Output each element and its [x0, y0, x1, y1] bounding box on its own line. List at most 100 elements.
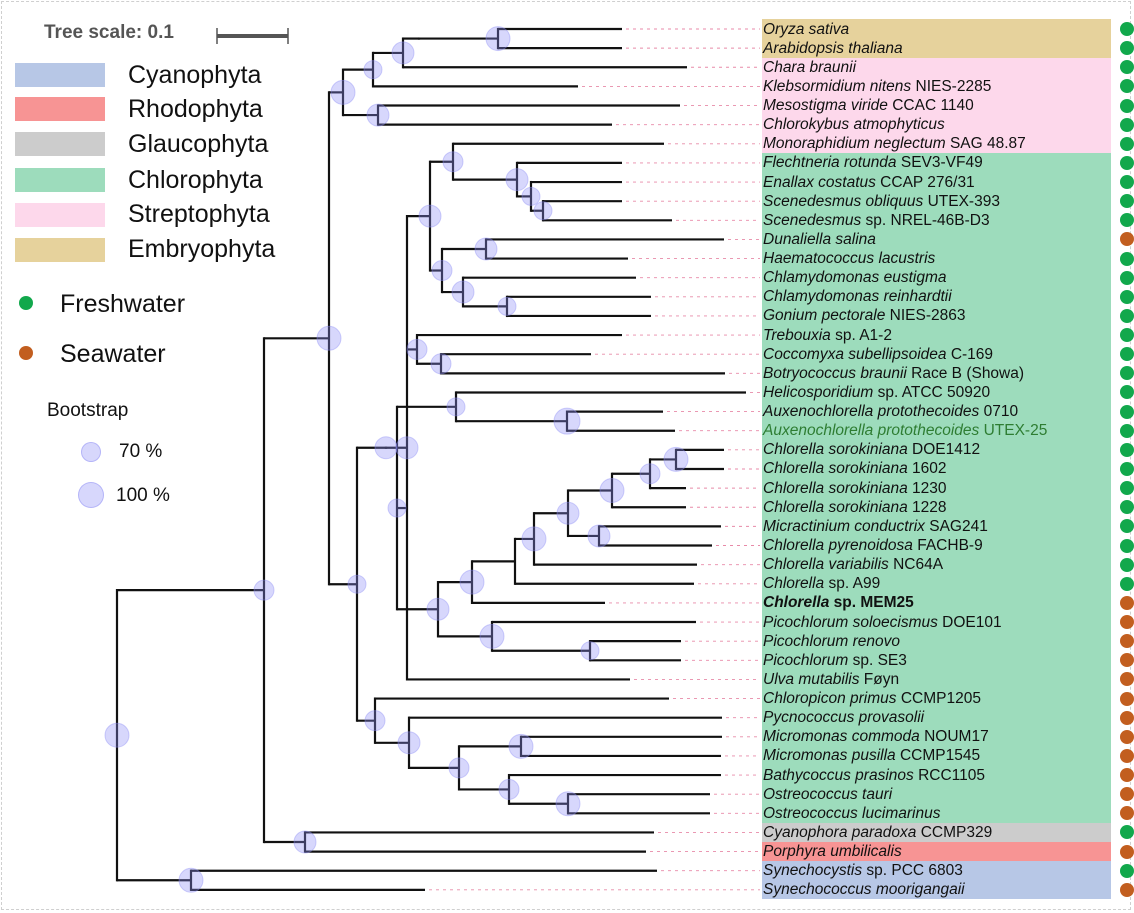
freshwater-dot-icon: [1120, 175, 1134, 190]
bootstrap-circle-icon: [508, 733, 534, 759]
legend-swatch-chlorophyta: [15, 168, 105, 192]
taxon-label: Chlorella sorokiniana 1602: [763, 459, 947, 478]
bootstrap-100-circle-icon: [78, 482, 104, 508]
taxon-genus: Synechococcus moorigangaii: [763, 881, 965, 899]
taxon-label: Flechtneria rotunda SEV3-VF49: [763, 153, 983, 172]
legend-label-seawater: Seawater: [60, 340, 166, 368]
freshwater-dot-icon: [1120, 213, 1134, 228]
legend-swatch-glaucophyta: [15, 132, 105, 156]
bootstrap-circle-icon: [446, 397, 466, 417]
taxon-genus: Botryococcus braunii: [763, 364, 907, 382]
bootstrap-title: Bootstrap: [47, 400, 129, 421]
band-chlorophyta: [762, 153, 1111, 823]
bootstrap-markers: [104, 26, 689, 893]
taxon-strain: Race B (Showa): [906, 364, 1025, 382]
taxon-genus: Chloropicon primus: [763, 690, 897, 708]
taxon-label: Bathycoccus prasinos RCC1105: [763, 766, 985, 785]
bootstrap-circle-icon: [553, 407, 581, 435]
legend-label-streptophyta: Streptophyta: [128, 200, 270, 228]
seawater-dot-icon: [1120, 691, 1134, 706]
taxon-label: Dunaliella salina: [763, 230, 876, 249]
taxon-genus: Auxenochlorella protothecoides: [763, 422, 980, 440]
taxon-genus: Scenedesmus: [763, 211, 862, 229]
taxon-strain: CCAP 276/31: [875, 173, 975, 191]
freshwater-dot-icon: [1120, 538, 1134, 553]
seawater-dot-icon: [1120, 844, 1134, 859]
bootstrap-circle-icon: [505, 168, 529, 192]
seawater-dot-icon: [1120, 672, 1134, 687]
taxon-genus: Chlamydomonas eustigma: [763, 269, 947, 287]
taxon-strain: sp. A99: [824, 575, 881, 593]
bootstrap-circle-icon: [430, 353, 452, 375]
taxon-genus: Chlorella sorokiniana: [763, 441, 908, 459]
taxon-genus: Chlorella variabilis: [763, 556, 889, 574]
bootstrap-circle-icon: [459, 569, 485, 595]
taxon-genus: Chlorella: [763, 594, 830, 612]
taxon-label: Cyanophora paradoxa CCMP329: [763, 823, 992, 842]
taxon-genus: Coccomyxa subellipsoidea: [763, 345, 947, 363]
taxon-label: Chlamydomonas reinhardtii: [763, 287, 952, 306]
legend-swatch-streptophyta: [15, 203, 105, 227]
taxon-genus: Enallax costatus: [763, 173, 876, 191]
taxon-label: Ulva mutabilis Føyn: [763, 670, 899, 689]
taxon-strain: 1228: [907, 498, 947, 516]
band-rhodophyta: [762, 842, 1111, 862]
freshwater-dot-icon: [1120, 863, 1134, 878]
taxon-strain: 1602: [907, 460, 947, 478]
taxon-strain: NC64A: [888, 556, 944, 574]
taxon-genus: Chlorella sorokiniana: [763, 460, 908, 478]
taxon-genus: Dunaliella salina: [763, 230, 876, 248]
freshwater-dot-icon: [1120, 576, 1134, 591]
bootstrap-circle-icon: [451, 280, 475, 304]
taxon-label: Chlorokybus atmophyticus: [763, 115, 945, 134]
taxon-label: Chlorella sorokiniana 1230: [763, 479, 947, 498]
bootstrap-circle-icon: [397, 731, 421, 755]
taxon-label: Ostreococcus lucimarinus: [763, 804, 940, 823]
taxon-label: Chlorella sp. MEM25: [763, 593, 914, 612]
bootstrap-100-label: 100 %: [116, 485, 170, 506]
taxon-strain: 1230: [907, 479, 947, 497]
freshwater-dot-icon: [1120, 60, 1134, 75]
freshwater-dot-icon: [1120, 98, 1134, 113]
band-streptophyta: [762, 57, 1111, 154]
seawater-dot-icon: [1120, 882, 1134, 897]
bootstrap-circle-icon: [521, 526, 547, 552]
taxon-label: Monoraphidium neglectum SAG 48.87: [763, 134, 1026, 153]
taxon-label: Porphyra umbilicalis: [763, 842, 902, 861]
seawater-dot-icon: [1120, 787, 1134, 802]
taxon-genus: Ostreococcus tauri: [763, 785, 893, 803]
taxon-strain: CCAC 1140: [887, 97, 974, 115]
taxon-label: Enallax costatus CCAP 276/31: [763, 173, 975, 192]
taxon-genus: Chlamydomonas reinhardtii: [763, 288, 952, 306]
bootstrap-circle-icon: [533, 201, 553, 221]
taxon-genus: Chlorella sorokiniana: [763, 498, 908, 516]
freshwater-dot-icon: [1120, 117, 1134, 132]
taxon-genus: Micromonas commoda: [763, 728, 920, 746]
taxon-label: Picochlorum sp. SE3: [763, 651, 907, 670]
freshwater-dot-icon: [1120, 155, 1134, 170]
taxon-genus: Cyanophora paradoxa: [763, 823, 917, 841]
legend-label-freshwater: Freshwater: [60, 290, 186, 318]
taxon-label: Auxenochlorella protothecoides 0710: [763, 402, 1018, 421]
bootstrap-circle-icon: [330, 79, 356, 105]
taxon-label: Auxenochlorella protothecoides UTEX-25: [763, 421, 1047, 440]
bootstrap-circle-icon: [418, 204, 442, 228]
taxon-label: Mesostigma viride CCAC 1140: [763, 96, 974, 115]
freshwater-dot-icon: [1120, 22, 1134, 36]
bootstrap-circle-icon: [431, 260, 453, 282]
taxon-strain: NIES-2863: [885, 307, 966, 325]
seawater-dot-icon: [1120, 729, 1134, 744]
taxon-genus: Micractinium conductrix: [763, 517, 925, 535]
seawater-dot-icon: [1120, 653, 1134, 668]
legend-label-rhodophyta: Rhodophyta: [128, 95, 263, 123]
taxon-genus: Bathycoccus prasinos: [763, 766, 914, 784]
bootstrap-circle-icon: [479, 623, 505, 649]
taxon-genus: Trebouxia: [763, 326, 831, 344]
taxon-label: Pycnococcus provasolii: [763, 708, 924, 727]
seawater-dot-icon: [1120, 748, 1134, 763]
taxon-label: Helicosporidium sp. ATCC 50920: [763, 383, 990, 402]
bootstrap-circle-icon: [178, 867, 204, 893]
taxon-strain: sp. PCC 6803: [862, 862, 963, 880]
taxon-genus: Chara braunii: [763, 58, 857, 76]
